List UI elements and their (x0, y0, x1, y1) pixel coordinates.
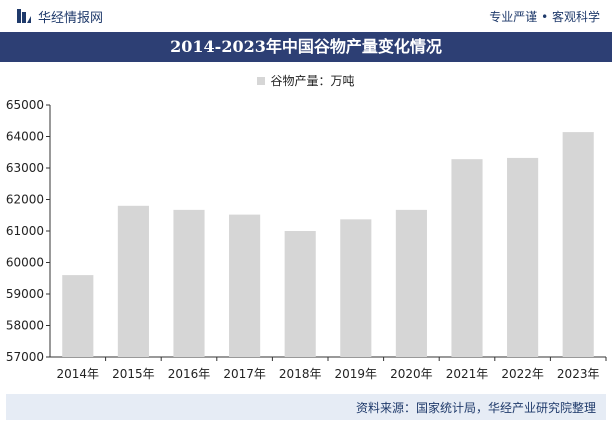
x-tick-label: 2019年 (335, 367, 378, 381)
x-tick-label: 2020年 (390, 367, 433, 381)
x-tick-label: 2017年 (223, 367, 266, 381)
bar (507, 157, 539, 357)
bar (284, 231, 316, 357)
y-tick-label: 61000 (6, 224, 44, 238)
bar (395, 209, 427, 357)
footer: 资料来源：国家统计局，华经产业研究院整理 (6, 394, 606, 420)
tagline: 专业严谨 • 客观科学 (489, 10, 600, 24)
legend: 谷物产量：万吨 (0, 72, 612, 89)
x-tick-label: 2014年 (57, 367, 100, 381)
y-tick-label: 62000 (6, 193, 44, 207)
header-bar: 华经情报网 专业严谨 • 客观科学 (0, 0, 612, 30)
bar (562, 132, 594, 357)
bar (340, 219, 372, 357)
brand-name: 华经情报网 (38, 11, 104, 26)
x-tick-label: 2022年 (501, 367, 544, 381)
x-tick-label: 2016年 (168, 367, 211, 381)
y-tick-label: 58000 (6, 319, 44, 333)
y-tick-label: 59000 (6, 287, 44, 301)
y-tick-label: 65000 (6, 98, 44, 112)
bar (117, 205, 149, 357)
x-tick-label: 2021年 (446, 367, 489, 381)
chart-title: 2014-2023年中国谷物产量变化情况 (0, 32, 612, 62)
y-tick-label: 57000 (6, 350, 44, 364)
bar (62, 275, 94, 357)
legend-label: 谷物产量：万吨 (270, 74, 355, 88)
brand-logo-icon (17, 9, 31, 23)
bar (451, 159, 483, 357)
y-tick-label: 60000 (6, 256, 44, 270)
x-tick-label: 2015年 (112, 367, 155, 381)
source-note: 资料来源：国家统计局，华经产业研究院整理 (355, 401, 596, 415)
bar-chart: 57000 58000 59000 60000 61000 62000 63000 64000… (6, 98, 607, 381)
x-tick-label: 2018年 (279, 367, 322, 381)
bar (229, 214, 261, 357)
y-tick-label: 64000 (6, 130, 44, 144)
y-tick-label: 63000 (6, 161, 44, 175)
x-tick-label: 2023年 (557, 367, 600, 381)
legend-swatch (257, 76, 266, 85)
bar (173, 209, 205, 357)
